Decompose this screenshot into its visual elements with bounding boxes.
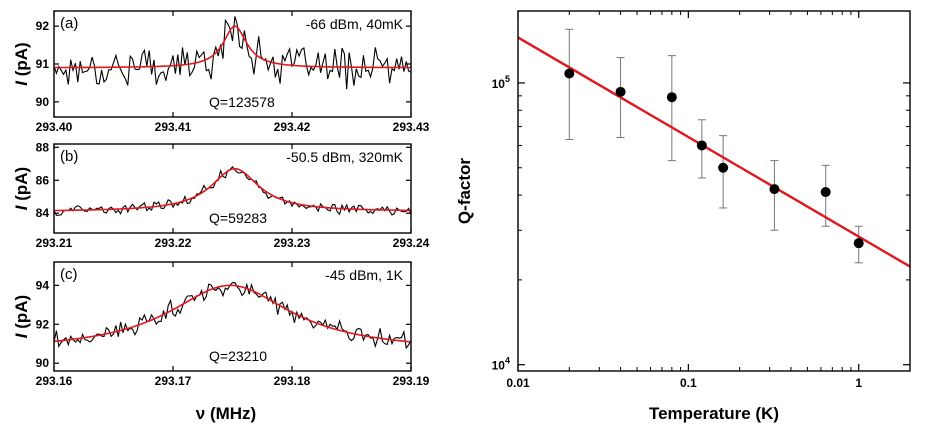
x-tick-label: 1: [855, 376, 862, 390]
y-tick-label: 94: [36, 278, 50, 292]
y-tick-label: 88: [36, 140, 50, 154]
x-tick-label: 293.24: [393, 236, 430, 250]
x-tick-label: 293.18: [274, 374, 311, 388]
data-point: [718, 162, 729, 173]
y-axis-label-qfactor: Q-factor: [455, 158, 474, 225]
panel-label-b: (b): [60, 148, 78, 165]
fit-curve-b: [54, 167, 411, 212]
x-tick-label: 0.01: [506, 376, 530, 390]
q-value-a: Q=123578: [209, 94, 275, 110]
panel-label-c: (c): [60, 266, 78, 283]
fit-curve-a: [54, 25, 411, 69]
x-tick-label: 293.22: [155, 236, 192, 250]
x-tick-label: 293.43: [393, 120, 430, 134]
y-tick-base: 10: [492, 77, 506, 91]
y-tick-base: 10: [492, 359, 506, 373]
y-axis-label-c: I (pA): [12, 295, 31, 338]
y-tick-label: 104: [492, 356, 510, 373]
y-axis-label-unit: (pA): [12, 42, 31, 81]
y-tick-label: 90: [36, 95, 50, 109]
annotation-a: -66 dBm, 40mK: [306, 16, 404, 32]
left-xlabel: ν (MHz): [196, 404, 256, 423]
y-axis-label-unit: (pA): [12, 167, 31, 206]
y-tick-label: 92: [36, 19, 50, 33]
x-tick-label: 293.16: [36, 374, 73, 388]
x-tick-label: 293.40: [36, 120, 73, 134]
y-axis-label-unit: (pA): [12, 295, 31, 334]
y-axis-label-symbol: I: [12, 332, 31, 338]
y-tick-label: 105: [492, 74, 510, 91]
y-tick-exponent: 5: [505, 74, 510, 84]
x-tick-label: 293.17: [155, 374, 192, 388]
panel-b: 293.21 293.22 293.23 293.24 84 86 88 I (pA) (b) -…: [12, 140, 430, 250]
axes-frame-b: [53, 143, 412, 234]
axes-frame-qfactor: [517, 10, 911, 372]
y-tick-label: 92: [36, 317, 50, 331]
y-axis-label-b: I (pA): [12, 167, 31, 210]
x-tick-label: 293.42: [274, 120, 311, 134]
q-value-b: Q=59283: [209, 210, 267, 226]
y-tick-label: 90: [36, 356, 50, 370]
y-axis-label-a: I (pA): [12, 42, 31, 85]
x-tick-label: 293.41: [155, 120, 192, 134]
data-trace-b: [54, 165, 411, 216]
q-value-c: Q=23210: [209, 348, 267, 364]
y-tick-exponent: 4: [505, 356, 510, 366]
y-tick-label: 91: [36, 57, 50, 71]
x-tick-label: 293.21: [36, 236, 73, 250]
data-point: [696, 140, 707, 151]
y-tick-label: 84: [36, 206, 50, 220]
y-axis-label-symbol: I: [12, 80, 31, 86]
data-point: [853, 238, 864, 249]
x-tick-label: 0.1: [680, 376, 697, 390]
y-axis-label-symbol: I: [12, 204, 31, 210]
panel-a: 293.40 293.41 293.42 293.43 90 91 92 I (pA) (a) -…: [12, 10, 430, 134]
annotation-b: -50.5 dBm, 320mK: [286, 149, 403, 165]
data-point: [820, 187, 831, 198]
data-trace-c: [54, 282, 411, 350]
x-axis-label-qfactor: Temperature (K): [649, 404, 779, 423]
x-tick-label: 293.19: [393, 374, 430, 388]
panel-c: 293.16 293.17 293.18 293.19 90 92 94 I (pA) (c) -…: [12, 261, 430, 388]
axes-frame-c: [53, 261, 412, 372]
data-point: [564, 68, 575, 79]
panel-label-a: (a): [60, 15, 78, 32]
fit-curve-c: [54, 284, 411, 343]
data-point: [615, 86, 626, 97]
data-point: [666, 92, 677, 103]
data-point: [769, 184, 780, 195]
fit-line: [518, 36, 910, 268]
y-tick-label: 86: [36, 173, 50, 187]
x-tick-label: 293.23: [274, 236, 311, 250]
annotation-c: -45 dBm, 1K: [325, 267, 403, 283]
